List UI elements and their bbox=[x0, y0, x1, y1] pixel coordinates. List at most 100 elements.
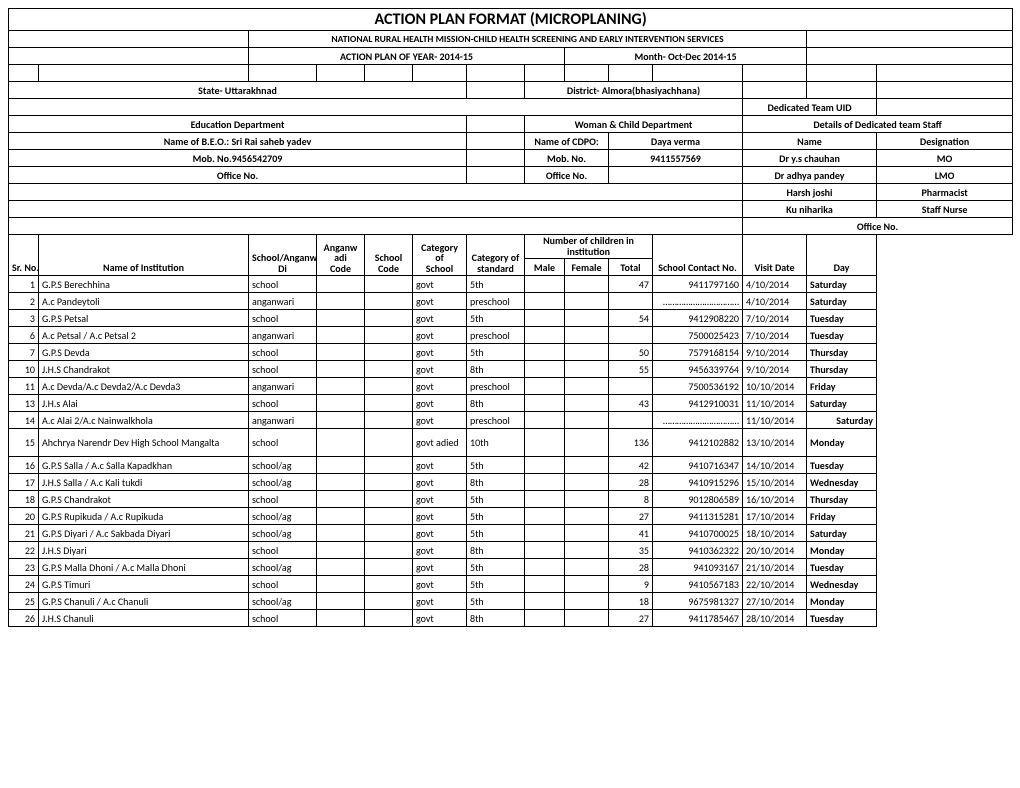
cell-contact: 9412102882 bbox=[653, 429, 743, 457]
cell-cat: govt bbox=[413, 276, 467, 293]
year-left: ACTION PLAN OF YEAR- 2014-15 bbox=[249, 48, 565, 65]
cell-cat: govt bbox=[413, 412, 467, 429]
cell-male bbox=[525, 276, 565, 293]
cell-cat: govt bbox=[413, 378, 467, 395]
cell-inst: A.c Petsal / A.c Petsal 2 bbox=[39, 327, 249, 344]
cell-schoolcode bbox=[365, 327, 413, 344]
cell-male bbox=[525, 327, 565, 344]
cell-inst: A.c Alai 2/A.c Nainwalkhola bbox=[39, 412, 249, 429]
cell-date: 7/10/2014 bbox=[743, 327, 807, 344]
cell-std: preschool bbox=[467, 378, 525, 395]
cell-angcode bbox=[317, 491, 365, 508]
cell-contact: 9411797160 bbox=[653, 276, 743, 293]
cell-male bbox=[525, 412, 565, 429]
cell-sa: school bbox=[249, 610, 317, 627]
cell-sa: school bbox=[249, 361, 317, 378]
cell-std: 8th bbox=[467, 395, 525, 412]
cell-date: 11/10/2014 bbox=[743, 412, 807, 429]
cell-day: Saturday bbox=[807, 276, 877, 293]
cell-male bbox=[525, 310, 565, 327]
cell-angcode bbox=[317, 542, 365, 559]
cell-contact: 7500025423 bbox=[653, 327, 743, 344]
staff-name-3: Ku niharika bbox=[743, 201, 877, 218]
mob2-val: 9411557569 bbox=[609, 150, 743, 167]
cell-female bbox=[565, 576, 609, 593]
cell-inst: G.P.S Chanuli / A.c Chanuli bbox=[39, 593, 249, 610]
cell-std: preschool bbox=[467, 327, 525, 344]
cell-date: 28/10/2014 bbox=[743, 610, 807, 627]
cell-schoolcode bbox=[365, 525, 413, 542]
cell-male bbox=[525, 542, 565, 559]
hdr-inst: Name of Institution bbox=[39, 235, 249, 276]
cell-total: 28 bbox=[609, 559, 653, 576]
cell-female bbox=[565, 344, 609, 361]
cell-inst: J.H.s Alai bbox=[39, 395, 249, 412]
cell-inst: G.P.S Salla / A.c Salla Kapadkhan bbox=[39, 457, 249, 474]
cell-sr: 1 bbox=[9, 276, 39, 293]
cell-male bbox=[525, 395, 565, 412]
cell-sr: 14 bbox=[9, 412, 39, 429]
cell-cat: govt bbox=[413, 508, 467, 525]
hdr-schoolang: School/AnganwaDi bbox=[249, 235, 317, 276]
cell-day: Monday bbox=[807, 593, 877, 610]
cell-male bbox=[525, 508, 565, 525]
cell-sa: anganwari bbox=[249, 378, 317, 395]
cell-std: 8th bbox=[467, 474, 525, 491]
cell-sr: 11 bbox=[9, 378, 39, 395]
cell-inst: G.P.S Devda bbox=[39, 344, 249, 361]
hdr-male: Male bbox=[525, 259, 565, 276]
cell-male bbox=[525, 576, 565, 593]
cell-day: Tuesday bbox=[807, 559, 877, 576]
cell-std: 8th bbox=[467, 610, 525, 627]
cell-contact: 9410915296 bbox=[653, 474, 743, 491]
cell-angcode bbox=[317, 474, 365, 491]
cell-sr: 15 bbox=[9, 429, 39, 457]
cell-female bbox=[565, 474, 609, 491]
cell-inst: G.P.S Berechhina bbox=[39, 276, 249, 293]
cell-angcode bbox=[317, 508, 365, 525]
cell-sa: school bbox=[249, 491, 317, 508]
district: District- Almora(bhasiyachhana) bbox=[525, 82, 743, 99]
cell-std: 5th bbox=[467, 310, 525, 327]
cell-day: Wednesday bbox=[807, 576, 877, 593]
cell-sr: 16 bbox=[9, 457, 39, 474]
cell-date: 27/10/2014 bbox=[743, 593, 807, 610]
cell-date: 22/10/2014 bbox=[743, 576, 807, 593]
cell-male bbox=[525, 378, 565, 395]
cell-date: 21/10/2014 bbox=[743, 559, 807, 576]
cell-schoolcode bbox=[365, 293, 413, 310]
cell-angcode bbox=[317, 457, 365, 474]
cell-day: Monday bbox=[807, 542, 877, 559]
cell-date: 4/10/2014 bbox=[743, 293, 807, 310]
cell-total bbox=[609, 327, 653, 344]
hdr-visit: Visit Date bbox=[743, 235, 807, 276]
beo-label: Name of B.E.O.: Sri Rai saheb yadev bbox=[9, 133, 467, 150]
cell-contact: 7500536192 bbox=[653, 378, 743, 395]
cell-total: 136 bbox=[609, 429, 653, 457]
cell-sa: school/ag bbox=[249, 593, 317, 610]
cell-sr: 24 bbox=[9, 576, 39, 593]
cell-inst: G.P.S Diyari / A.c Sakbada Diyari bbox=[39, 525, 249, 542]
cell-std: 5th bbox=[467, 576, 525, 593]
cell-cat: govt bbox=[413, 559, 467, 576]
cell-contact: 9411785467 bbox=[653, 610, 743, 627]
cell-contact: 9012806589 bbox=[653, 491, 743, 508]
cell-total: 54 bbox=[609, 310, 653, 327]
cell-female bbox=[565, 429, 609, 457]
cell-female bbox=[565, 395, 609, 412]
cell-sr: 20 bbox=[9, 508, 39, 525]
staff-name-0: Dr y.s chauhan bbox=[743, 150, 877, 167]
cell-total: 55 bbox=[609, 361, 653, 378]
cell-schoolcode bbox=[365, 361, 413, 378]
cell-date: 18/10/2014 bbox=[743, 525, 807, 542]
cell-total: 47 bbox=[609, 276, 653, 293]
cell-std: 5th bbox=[467, 491, 525, 508]
mob2-label: Mob. No. bbox=[525, 150, 609, 167]
cell-std: 5th bbox=[467, 276, 525, 293]
cdpo-label: Name of CDPO: bbox=[525, 133, 609, 150]
cell-sr: 13 bbox=[9, 395, 39, 412]
cell-angcode bbox=[317, 395, 365, 412]
action-plan-table: ACTION PLAN FORMAT (MICROPLANING)NATIONA… bbox=[8, 8, 1013, 627]
hdr-day: Day bbox=[807, 235, 877, 276]
cell-schoolcode bbox=[365, 559, 413, 576]
